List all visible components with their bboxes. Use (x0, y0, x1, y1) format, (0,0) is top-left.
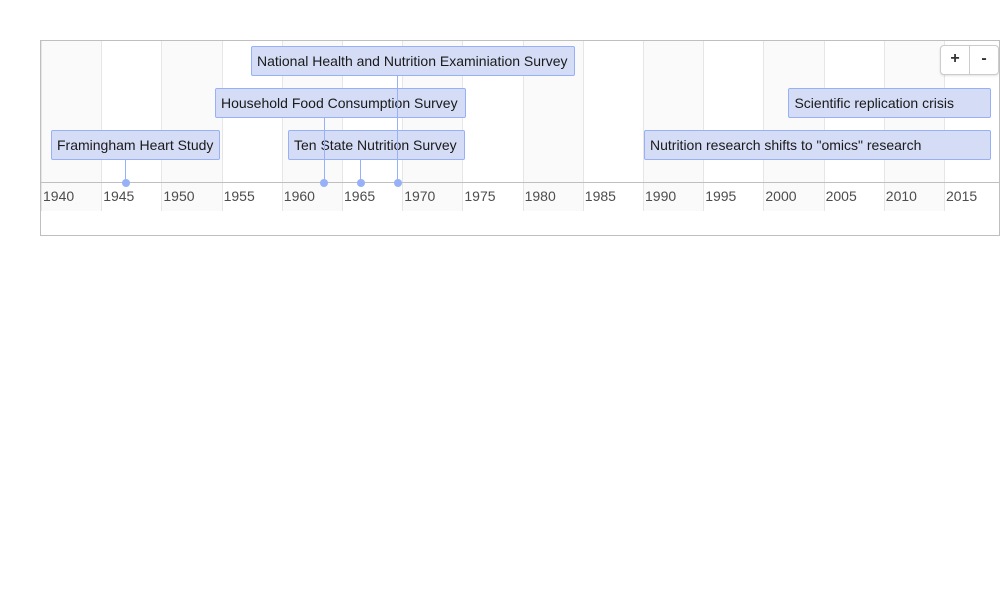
grid-line (823, 41, 825, 211)
axis-year-label: 2015 (946, 188, 978, 204)
grid-line (763, 41, 765, 211)
axis-year-label: 1975 (464, 188, 496, 204)
grid-line (703, 41, 705, 211)
axis-year-label: 1980 (524, 188, 556, 204)
axis-year-label: 1955 (223, 188, 255, 204)
zoom-out-button[interactable]: - (969, 46, 998, 74)
grid-line (883, 41, 885, 211)
event-connector-line (397, 76, 399, 182)
axis-year-label: 2010 (885, 188, 917, 204)
grid-line (101, 41, 103, 211)
event-nhanes[interactable]: National Health and Nutrition Examiniati… (251, 46, 575, 76)
event-scientific-replication-crisis[interactable]: Scientific replication crisis (788, 88, 991, 118)
event-household-food-consumption-survey[interactable]: Household Food Consumption Survey (215, 88, 466, 118)
grid-line (522, 41, 524, 211)
grid-line (161, 41, 163, 211)
event-framingham-heart-study[interactable]: Framingham Heart Study (51, 130, 220, 160)
axis-year-label: 1940 (43, 188, 75, 204)
axis-year-label: 1985 (584, 188, 616, 204)
event-connector-line (360, 160, 362, 182)
grid-line (643, 41, 644, 211)
axis-year-label: 1990 (645, 188, 677, 204)
grid-line (582, 41, 584, 211)
event-marker-dot[interactable] (393, 179, 402, 187)
event-omics-research-shift[interactable]: Nutrition research shifts to "omics" res… (644, 130, 991, 160)
time-axis-line (41, 182, 999, 183)
axis-year-label: 1995 (705, 188, 737, 204)
axis-year-label: 2000 (765, 188, 797, 204)
axis-year-label: 1970 (404, 188, 436, 204)
axis-year-label: 1960 (283, 188, 315, 204)
event-marker-dot[interactable] (320, 179, 329, 187)
timeline-items: Framingham Heart Study National Health a… (41, 41, 999, 187)
event-marker-dot[interactable] (356, 179, 365, 187)
event-marker-dot[interactable] (121, 179, 130, 187)
grid-line (944, 41, 945, 211)
axis-year-label: 1945 (103, 188, 135, 204)
grid-line (402, 41, 404, 211)
grid-line (41, 41, 42, 211)
grid-line (281, 41, 283, 211)
event-ten-state-nutrition-survey[interactable]: Ten State Nutrition Survey (288, 130, 465, 160)
timeline[interactable]: 1940 1945 1950 1955 1960 1965 1970 1975 1980 1985… (40, 40, 1000, 236)
axis-year-label: 1965 (344, 188, 376, 204)
grid-line (462, 41, 464, 211)
event-connector-line (323, 118, 325, 182)
grid-line (342, 41, 343, 211)
zoom-controls: + - (940, 45, 999, 75)
axis-year-label: 2005 (825, 188, 857, 204)
event-connector-line (125, 160, 127, 182)
zoom-in-button[interactable]: + (950, 50, 960, 67)
grid-line (221, 41, 223, 211)
axis-year-label: 1950 (163, 188, 195, 204)
